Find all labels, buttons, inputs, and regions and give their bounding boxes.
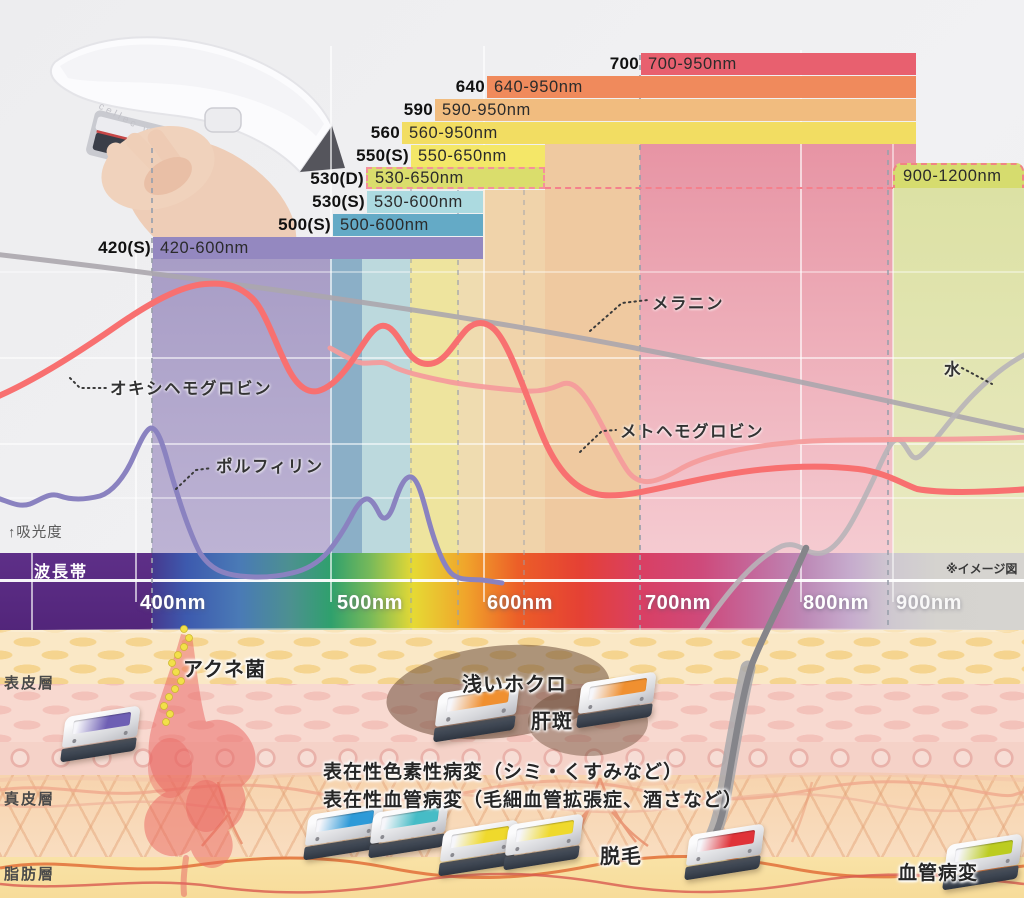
tick-500nm: 500nm bbox=[337, 592, 403, 614]
band-bar-700: 700-950nm bbox=[641, 53, 916, 75]
gridline-v-400 bbox=[135, 250, 137, 602]
band-range: 500-600nm bbox=[340, 216, 429, 234]
layer-epidermis: 表皮層 bbox=[4, 675, 56, 692]
band-code-590: 590 bbox=[403, 100, 433, 119]
band-code-530D: 530(D) bbox=[310, 169, 364, 188]
band-bar-900-1200: 900-1200nm bbox=[893, 163, 1024, 188]
band-range: 530-600nm bbox=[374, 193, 463, 211]
column-tan0 bbox=[458, 259, 483, 553]
tick-800nm: 800nm bbox=[803, 592, 869, 614]
note-vascular-lesions-superficial: 表在性血管病変（毛細血管拡張症、酒さなど） bbox=[323, 790, 744, 811]
column-700-band bbox=[640, 143, 916, 553]
band-bar-530D: 530-650nm bbox=[366, 167, 545, 189]
band-bar-500S: 500-600nm bbox=[333, 214, 483, 236]
band-code-550S: 550(S) bbox=[356, 146, 409, 165]
label-methemoglobin: メトヘモグロビン bbox=[620, 423, 764, 441]
gridline-h3 bbox=[0, 443, 1024, 445]
note-hair-removal: 脱毛 bbox=[600, 846, 642, 868]
note-pigmented-lesions: 表在性色素性病変（シミ・くすみなど） bbox=[323, 762, 684, 783]
band-bar-640: 640-950nm bbox=[487, 76, 916, 98]
tick-700nm: 700nm bbox=[645, 592, 711, 614]
column-420-band bbox=[152, 259, 330, 553]
band-code-560: 560 bbox=[370, 123, 400, 142]
label-water: 水 bbox=[944, 361, 962, 379]
band-range: 420-600nm bbox=[160, 239, 249, 257]
band-code-640: 640 bbox=[455, 77, 485, 96]
band-range: 590-950nm bbox=[442, 101, 531, 119]
y-axis-label: ↑吸光度 bbox=[8, 525, 63, 541]
dual-filter-connector bbox=[545, 187, 893, 189]
band-range: 640-950nm bbox=[494, 78, 583, 96]
column-500-band bbox=[330, 259, 362, 553]
label-oxyhemoglobin: オキシヘモグロビン bbox=[110, 380, 272, 398]
note-melasma: 肝斑 bbox=[531, 711, 573, 733]
label-melanin: メラニン bbox=[652, 295, 724, 313]
band-bar-530S: 530-600nm bbox=[367, 191, 483, 213]
column-530-band bbox=[362, 259, 410, 553]
tick-uv bbox=[31, 553, 33, 632]
gridline-h1 bbox=[0, 271, 1024, 273]
tick-600nm: 600nm bbox=[487, 592, 553, 614]
column-tan2 bbox=[545, 143, 640, 553]
band-range: 900-1200nm bbox=[903, 167, 1002, 185]
column-550-band bbox=[410, 259, 458, 553]
band-code-530S: 530(S) bbox=[312, 192, 365, 211]
skin-surface bbox=[0, 628, 1024, 634]
x-axis-line bbox=[0, 579, 1024, 582]
gridline-v-900 bbox=[892, 143, 894, 602]
image-note: ※イメージ図 bbox=[946, 562, 1018, 576]
layer-fat: 脂肪層 bbox=[4, 866, 56, 883]
label-porphyrin: ポルフィリン bbox=[216, 458, 324, 476]
note-shallow-mole: 浅いホクロ bbox=[462, 674, 567, 696]
layer-dermis: 真皮層 bbox=[4, 791, 56, 808]
band-range: 530-650nm bbox=[375, 169, 464, 187]
band-code-420S: 420(S) bbox=[98, 238, 151, 257]
gridline-h4 bbox=[0, 497, 1024, 499]
note-vascular-lesions-deep: 血管病変 bbox=[898, 863, 979, 884]
note-acne: アクネ菌 bbox=[183, 659, 266, 681]
band-caption: 波長帯 bbox=[34, 564, 89, 581]
band-range: 550-650nm bbox=[418, 147, 507, 165]
band-bar-550S: 550-650nm bbox=[411, 145, 545, 167]
band-bar-560: 560-950nm bbox=[402, 122, 916, 144]
band-code-700: 700 bbox=[609, 54, 639, 73]
tick-400nm: 400nm bbox=[140, 592, 206, 614]
band-bar-420S: 420-600nm bbox=[153, 237, 483, 259]
band-bar-590: 590-950nm bbox=[435, 99, 916, 121]
band-range: 560-950nm bbox=[409, 124, 498, 142]
gridline-h2 bbox=[0, 357, 1024, 359]
band-code-500S: 500(S) bbox=[278, 215, 331, 234]
tick-900nm: 900nm bbox=[896, 592, 962, 614]
band-range: 700-950nm bbox=[648, 55, 737, 73]
brand-text: cellec v bbox=[97, 101, 153, 138]
